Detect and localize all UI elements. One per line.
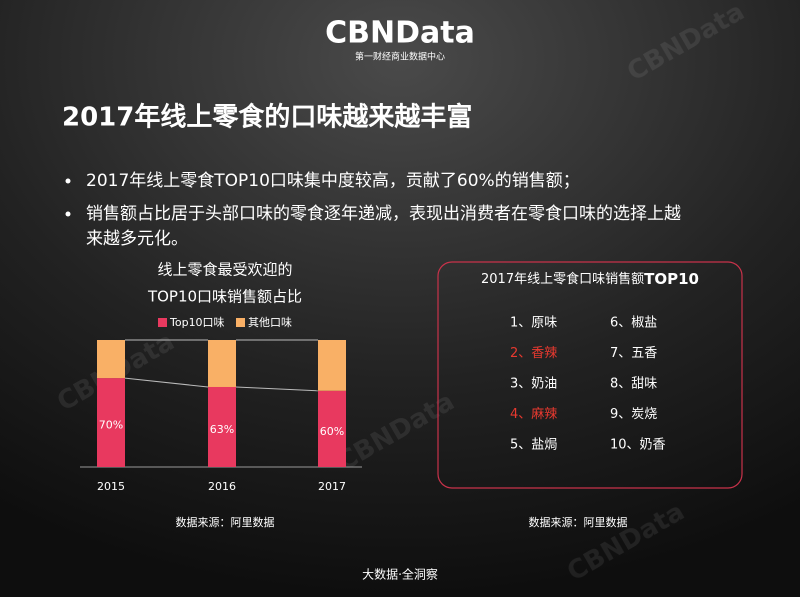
chart-heading: 线上零食最受欢迎的 TOP10口味销售额占比: [147, 261, 302, 306]
connector: [235, 386, 319, 392]
bullets: 2017年线上零食TOP10口味集中度较高，贡献了60%的销售额； 销售额占比居…: [86, 171, 681, 249]
slide-title: 2017年线上零食的口味越来越丰富: [62, 102, 472, 133]
bullet-text: 2017年线上零食TOP10口味集中度较高，贡献了60%的销售额；: [86, 171, 580, 191]
legend-label: 其他口味: [248, 316, 292, 329]
ranking-item: 6、椒盐: [610, 316, 657, 331]
bullet-dot: [65, 211, 71, 217]
ranking-item: 7、五香: [610, 346, 657, 361]
bar-segment: [97, 340, 125, 379]
bar-segment: [208, 340, 236, 387]
ranking-title-text: 2017年线上零食口味销售额: [481, 271, 644, 287]
ranking-list: 1、原味 2、香辣 3、奶油 4、麻辣 5、盐焗 6、椒盐 7、五香 8、甜味 9、炭烧 10、奶…: [510, 316, 666, 453]
x-tick-label: 2017: [318, 480, 346, 493]
bar-segment: [208, 386, 236, 467]
ranking-item: 4、麻辣: [510, 407, 557, 422]
ranking-item: 5、盐焗: [510, 438, 557, 453]
chart-source: 数据来源：阿里数据: [176, 515, 275, 529]
ranking-item: 2、香辣: [510, 346, 557, 361]
chart-subtitle: TOP10口味销售额占比: [147, 288, 302, 306]
legend-swatch: [236, 318, 245, 327]
ranking-title: 2017年线上零食口味销售额TOP10: [481, 270, 699, 288]
ranking-item: 3、奶油: [510, 377, 557, 392]
ranking-item: 10、奶香: [610, 438, 666, 453]
logo-subtitle: 第一财经商业数据中心: [355, 51, 445, 63]
bullet-text: 销售额占比居于头部口味的零食逐年递减，表现出消费者在零食口味的选择上越: [86, 204, 681, 224]
x-tick-label: 2016: [208, 480, 236, 493]
value-label: 70%: [99, 419, 123, 432]
bar-segment: [318, 340, 346, 391]
x-tick-label: 2015: [97, 480, 125, 493]
ranking-item: 9、炭烧: [610, 407, 657, 422]
connector: [124, 377, 209, 388]
ranking-source: 数据来源：阿里数据: [529, 515, 628, 529]
ranking-item: 8、甜味: [610, 376, 657, 392]
chart-title: 线上零食最受欢迎的: [157, 261, 292, 279]
legend-swatch: [158, 318, 167, 327]
ranking-title-emphasis: TOP10: [644, 270, 699, 288]
value-label: 60%: [320, 425, 344, 438]
chart: Top10口味 其他口味 70% 2015 63% 2016 60% 2017: [80, 316, 362, 493]
value-label: 63%: [210, 423, 234, 436]
ranking-item: 1、原味: [510, 316, 557, 331]
footer: 大数据·全洞察: [362, 567, 438, 582]
legend-label: Top10口味: [169, 316, 225, 329]
logo: CBNData: [325, 16, 475, 51]
bullet-dot: [65, 178, 71, 184]
ranking-box: [437, 261, 743, 489]
bar-segment: [318, 390, 346, 467]
bullet-text: 来越多元化。: [86, 229, 188, 249]
bar-segment: [97, 378, 125, 467]
